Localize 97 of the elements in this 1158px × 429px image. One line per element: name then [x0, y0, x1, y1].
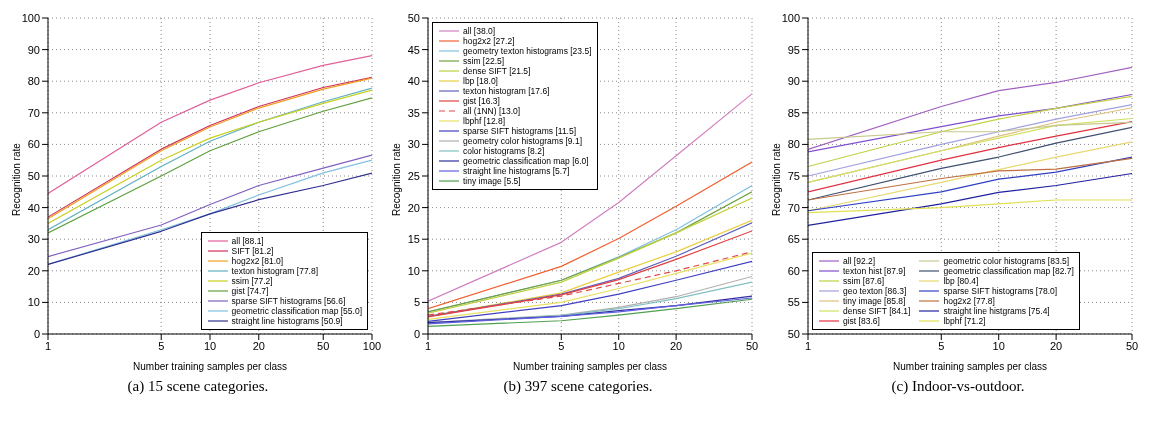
y-tick-label: 40: [27, 201, 40, 214]
y-tick-label: 20: [27, 264, 40, 277]
legend-label: sparse SIFT histograms [78.0]: [943, 286, 1058, 296]
y-tick-label: 30: [27, 233, 40, 246]
legend-label: color histograms [8.2]: [463, 146, 545, 156]
legend-label: all [38.0]: [463, 26, 496, 36]
y-tick-label: 100: [21, 11, 40, 24]
legend-label: geometric classification map [6.0]: [463, 156, 589, 166]
x-axis-title: Number training samples per class: [133, 361, 287, 372]
legend-label: gist [83.6]: [843, 316, 880, 326]
x-tick-label: 10: [203, 339, 217, 352]
y-tick-label: 40: [407, 75, 420, 88]
legend-label: geometric classification map [55.0]: [231, 306, 362, 316]
y-tick-label: 0: [33, 327, 40, 340]
legend-label: texton hist [87.9]: [843, 266, 906, 276]
legend-label: tiny image [5.5]: [463, 176, 521, 186]
y-tick-label: 65: [787, 233, 800, 246]
legend-label: hog2x2 [27.2]: [463, 36, 515, 46]
legend-label: dense SIFT [84.1]: [843, 306, 911, 316]
legend-label: all [88.1]: [231, 236, 264, 246]
legend-label: gist [74.7]: [231, 286, 269, 296]
text: (a) 15 scene categories.: [126, 378, 270, 395]
y-tick-label: 60: [787, 264, 800, 277]
legend-label: texton histogram [77.8]: [231, 266, 319, 276]
legend-label: straight line histgrams [75.4]: [943, 306, 1050, 316]
y-tick-label: 45: [407, 43, 420, 56]
legend-label: hog2x2 [77.8]: [943, 296, 995, 306]
legend-label: straight line histograms [50.9]: [231, 316, 343, 326]
y-tick-label: 80: [27, 75, 40, 88]
legend-label: lbphf [71.2]: [943, 316, 986, 326]
x-axis-title: Number training samples per class: [513, 361, 667, 372]
x-tick-label: 10: [992, 339, 1005, 352]
y-axis-title: Recognition rate: [390, 142, 402, 216]
legend-label: all (1NN) [13.0]: [463, 106, 521, 116]
y-tick-label: 10: [27, 296, 40, 309]
y-tick-label: 80: [787, 138, 800, 151]
y-tick-label: 55: [787, 296, 800, 309]
x-tick-label: 50: [1125, 339, 1139, 352]
y-tick-label: 90: [787, 75, 800, 88]
text: (c) Indoor-vs-outdoor.: [890, 378, 1026, 395]
legend-label: texton histogram [17.6]: [463, 86, 550, 96]
legend-label: straight line histograms [5.7]: [463, 166, 570, 176]
y-tick-label: 10: [407, 264, 420, 277]
legend-label: lbp [18.0]: [463, 76, 498, 86]
y-tick-label: 50: [787, 327, 800, 340]
x-tick-label: 50: [317, 339, 330, 352]
x-tick-label: 1: [424, 339, 432, 352]
y-tick-label: 60: [27, 138, 40, 151]
x-tick-label: 1: [44, 339, 52, 352]
y-tick-label: 35: [407, 106, 420, 119]
y-tick-label: 5: [413, 296, 420, 309]
legend-label: SIFT [81.2]: [231, 246, 274, 256]
y-tick-label: 50: [27, 169, 40, 182]
x-tick-label: 1: [804, 339, 812, 352]
x-tick-label: 20: [669, 339, 683, 352]
legend-label: all [92.2]: [843, 256, 876, 266]
y-axis-title: Recognition rate: [10, 142, 22, 216]
y-tick-label: 25: [407, 169, 420, 182]
y-tick-label: 75: [787, 169, 800, 182]
legend-label: lbp [80.4]: [943, 276, 979, 286]
legend-label: gist [16.3]: [463, 96, 500, 106]
y-tick-label: 90: [27, 43, 40, 56]
x-tick-label: 50: [745, 339, 759, 352]
x-tick-label: 5: [158, 339, 165, 352]
legend-label: sparse SIFT histograms [56.6]: [231, 296, 346, 306]
y-tick-label: 100: [781, 11, 800, 24]
y-tick-label: 95: [787, 43, 800, 56]
legend-label: hog2x2 [81.0]: [231, 256, 284, 266]
x-tick-label: 5: [938, 339, 945, 352]
legend-label: geo texton [86.3]: [843, 286, 907, 296]
legend-label: ssim [87.6]: [843, 276, 885, 286]
legend-label: geometric classification map [82.7]: [943, 266, 1074, 276]
y-tick-label: 20: [407, 201, 420, 214]
y-tick-label: 85: [787, 106, 800, 119]
x-tick-label: 100: [362, 339, 382, 352]
x-tick-label: 10: [612, 339, 625, 352]
text: (b) 397 scene categories.: [502, 378, 654, 395]
legend-label: tiny image [85.8]: [843, 296, 906, 306]
x-tick-label: 5: [558, 339, 565, 352]
legend-label: ssim [77.2]: [231, 276, 273, 286]
x-tick-label: 20: [252, 339, 265, 352]
y-tick-label: 30: [407, 138, 420, 151]
legend-label: geometric color histograms [83.5]: [943, 256, 1070, 266]
legend-label: ssim [22.5]: [463, 56, 505, 66]
legend-label: geometry texton histograms [23.5]: [463, 46, 592, 56]
y-tick-label: 0: [413, 327, 420, 340]
legend-label: lbphf [12.8]: [463, 116, 506, 126]
y-tick-label: 15: [407, 233, 420, 246]
x-tick-label: 20: [1049, 339, 1063, 352]
legend-label: dense SIFT [21.5]: [463, 66, 531, 76]
y-axis-title: Recognition rate: [770, 142, 782, 216]
y-tick-label: 70: [27, 106, 40, 119]
legend-label: geometry color histograms [9.1]: [463, 136, 583, 146]
y-tick-label: 70: [787, 201, 800, 214]
legend-label: sparse SIFT histograms [11.5]: [463, 126, 577, 136]
y-tick-label: 50: [407, 11, 420, 24]
x-axis-title: Number training samples per class: [893, 361, 1047, 372]
